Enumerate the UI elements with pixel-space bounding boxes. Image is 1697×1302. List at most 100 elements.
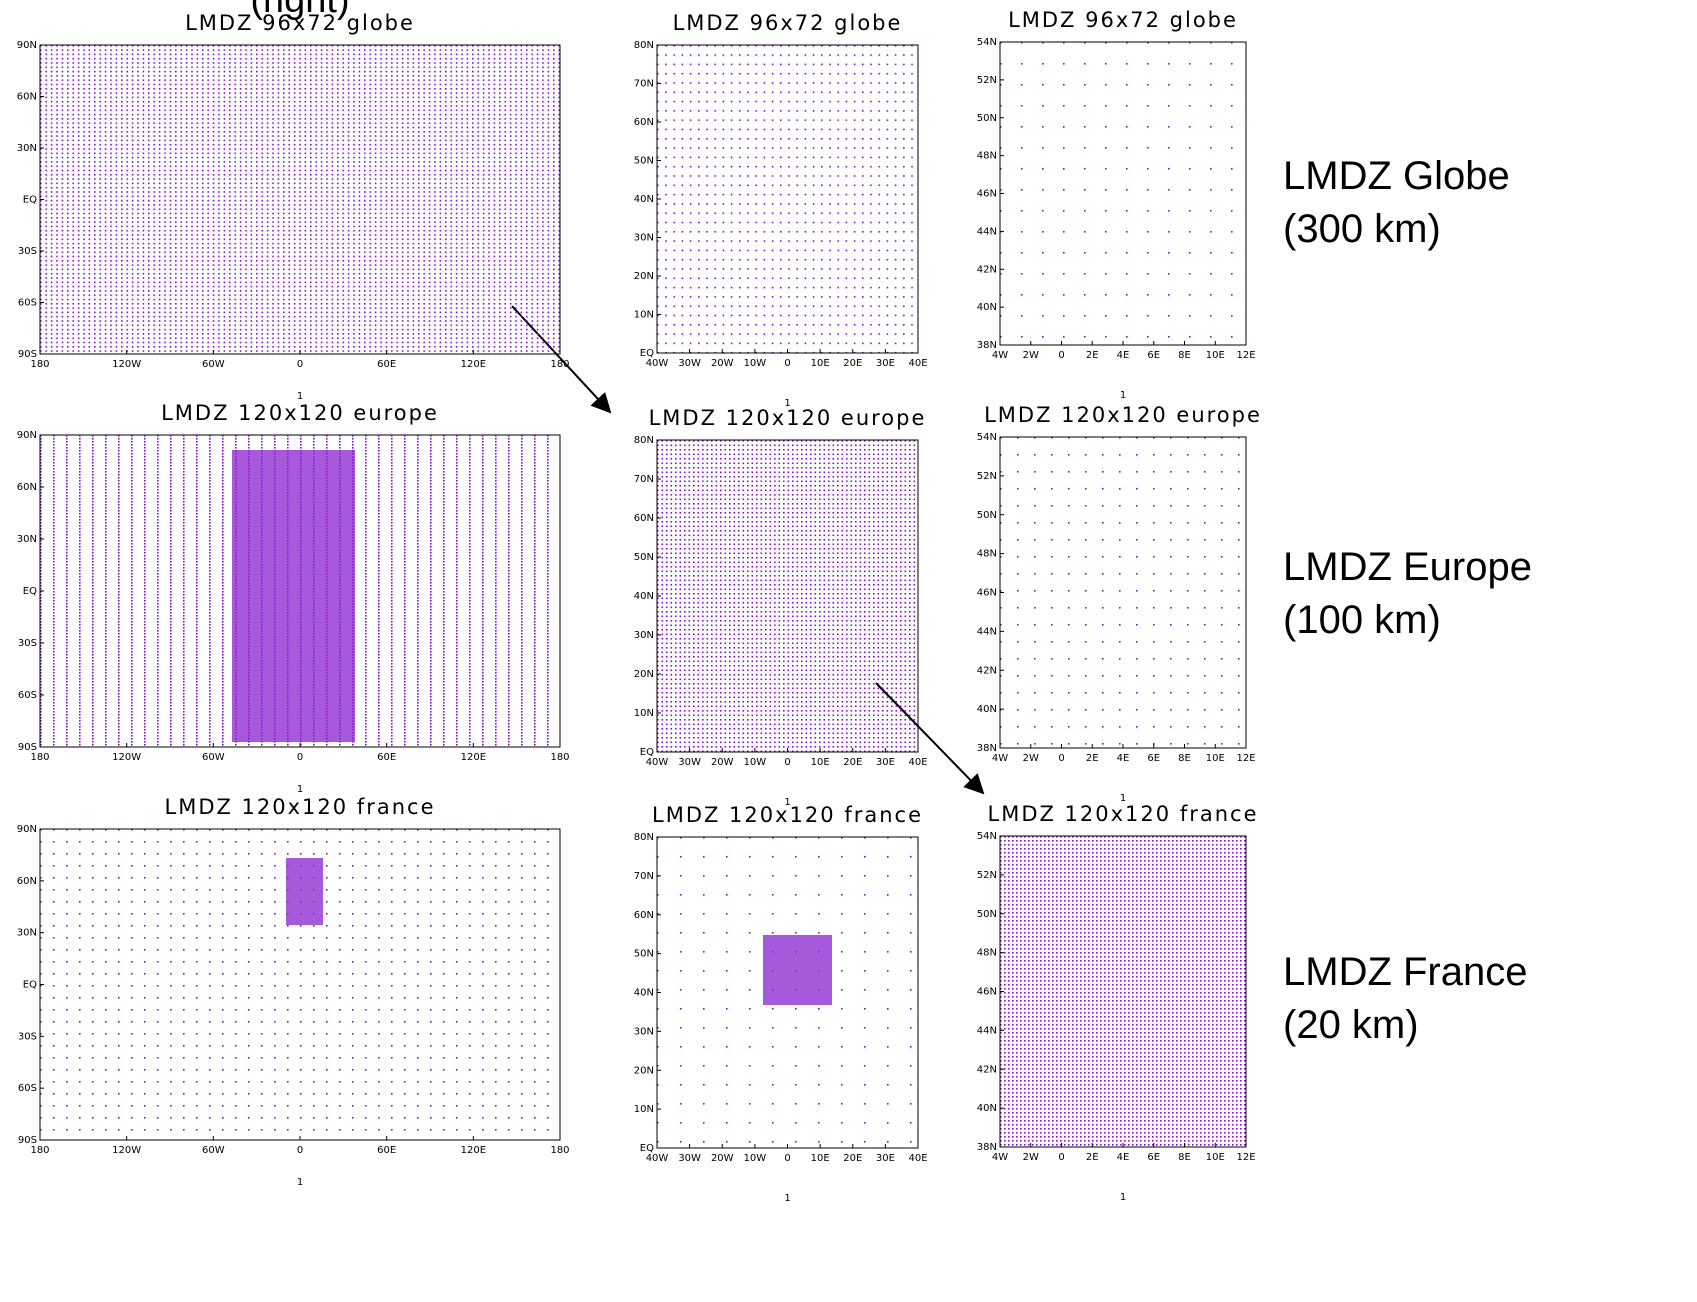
x-tick-label: 0 — [784, 358, 790, 369]
x-tick-label: 4W — [992, 1152, 1008, 1163]
y-tick-label: EQ — [640, 348, 654, 359]
y-tick-label: EQ — [23, 195, 37, 206]
x-tick-label: 20E — [843, 1153, 862, 1164]
y-tick-label: 60N — [17, 482, 37, 493]
x-tick-label: 40E — [908, 358, 927, 369]
x-tick-label: 10E — [811, 358, 830, 369]
y-tick-label: 48N — [977, 948, 997, 959]
y-tick-label: 40N — [977, 302, 997, 313]
y-tick-label: 42N — [977, 1064, 997, 1075]
y-tick-label: 46N — [977, 588, 997, 599]
y-tick-label: 46N — [977, 189, 997, 200]
y-tick-label: 40N — [634, 194, 654, 205]
x-tick-label: 12E — [1236, 1152, 1255, 1163]
y-tick-label: 20N — [634, 669, 654, 680]
y-tick-label: 80N — [634, 832, 654, 843]
y-tick-label: EQ — [640, 747, 654, 758]
y-tick-label: 54N — [977, 432, 997, 443]
grid-dots — [1000, 42, 1246, 345]
axis-label: 1 — [297, 784, 303, 795]
x-tick-label: 60E — [377, 752, 396, 763]
x-tick-label: 10W — [744, 1153, 767, 1164]
y-tick-label: EQ — [23, 980, 37, 991]
y-tick-label: 20N — [634, 271, 654, 282]
x-tick-label: 120E — [461, 752, 486, 763]
y-tick-label: 60N — [634, 117, 654, 128]
x-tick-label: 20W — [711, 757, 734, 768]
panel-title: LMDZ 96x72 globe — [673, 11, 903, 35]
y-tick-label: 90N — [17, 430, 37, 441]
x-tick-label: 2E — [1086, 1152, 1099, 1163]
x-tick-label: 0 — [1058, 1152, 1064, 1163]
x-tick-label: 0 — [784, 1153, 790, 1164]
y-tick-label: 54N — [977, 831, 997, 842]
x-tick-label: 40E — [908, 1153, 927, 1164]
y-tick-label: 80N — [634, 435, 654, 446]
y-tick-label: 46N — [977, 987, 997, 998]
y-tick-label: 10N — [634, 310, 654, 321]
x-tick-label: 12E — [1236, 753, 1255, 764]
y-tick-label: 30N — [17, 143, 37, 154]
x-tick-label: 30E — [876, 358, 895, 369]
y-tick-label: 52N — [977, 75, 997, 86]
x-tick-label: 120W — [112, 752, 141, 763]
y-tick-label: 48N — [977, 151, 997, 162]
x-tick-label: 30W — [678, 757, 701, 768]
y-tick-label: 60S — [18, 690, 37, 701]
panel-title: LMDZ 120x120 europe — [161, 401, 439, 425]
row-label: LMDZ Globe — [1283, 154, 1510, 198]
grid-dots — [657, 45, 918, 353]
panel-title: LMDZ 96x72 globe — [185, 11, 415, 35]
y-tick-label: 30N — [634, 630, 654, 641]
y-tick-label: 90N — [17, 824, 37, 835]
y-tick-label: 42N — [977, 264, 997, 275]
row-label: LMDZ Europe — [1283, 545, 1532, 589]
x-tick-label: 60W — [202, 752, 225, 763]
y-tick-label: 44N — [977, 626, 997, 637]
y-tick-label: EQ — [640, 1143, 654, 1154]
axis-label: 1 — [1120, 390, 1126, 401]
x-tick-label: 4W — [992, 753, 1008, 764]
y-tick-label: 30S — [18, 638, 37, 649]
dense-region — [232, 450, 355, 742]
y-tick-label: 50N — [634, 949, 654, 960]
y-tick-label: 90S — [18, 1135, 37, 1146]
x-tick-label: 10E — [1206, 753, 1225, 764]
y-tick-label: 38N — [977, 1142, 997, 1153]
x-tick-label: 8E — [1178, 1152, 1191, 1163]
y-tick-label: 30S — [18, 246, 37, 257]
y-tick-label: 52N — [977, 870, 997, 881]
y-tick-label: 60N — [634, 910, 654, 921]
x-tick-label: 6E — [1147, 1152, 1160, 1163]
x-tick-label: 30E — [876, 757, 895, 768]
x-tick-label: 40W — [646, 358, 669, 369]
y-tick-label: 60N — [17, 92, 37, 103]
x-tick-label: 60E — [377, 1145, 396, 1156]
y-tick-label: 52N — [977, 471, 997, 482]
x-tick-label: 20W — [711, 358, 734, 369]
x-tick-label: 40E — [908, 757, 927, 768]
y-tick-label: 60S — [18, 298, 37, 309]
x-tick-label: 180 — [550, 359, 569, 370]
row-resolution: (20 km) — [1283, 1003, 1419, 1047]
panel-title: LMDZ 120x120 france — [165, 795, 436, 819]
x-tick-label: 120W — [112, 1145, 141, 1156]
y-tick-label: 30N — [17, 534, 37, 545]
row-resolution: (300 km) — [1283, 207, 1441, 251]
cut-title: (right) — [250, 0, 349, 21]
panel-title: LMDZ 120x120 france — [652, 803, 923, 827]
y-tick-label: 44N — [977, 226, 997, 237]
x-tick-label: 120W — [112, 359, 141, 370]
x-tick-label: 20E — [843, 757, 862, 768]
x-tick-label: 10W — [744, 358, 767, 369]
row-resolution: (100 km) — [1283, 598, 1441, 642]
row-label: LMDZ France — [1283, 950, 1528, 994]
y-tick-label: 48N — [977, 549, 997, 560]
x-tick-label: 4W — [992, 350, 1008, 361]
x-tick-label: 2W — [1023, 350, 1039, 361]
x-tick-label: 10E — [811, 1153, 830, 1164]
x-tick-label: 10W — [744, 757, 767, 768]
x-tick-label: 180 — [550, 752, 569, 763]
y-tick-label: 30N — [17, 928, 37, 939]
